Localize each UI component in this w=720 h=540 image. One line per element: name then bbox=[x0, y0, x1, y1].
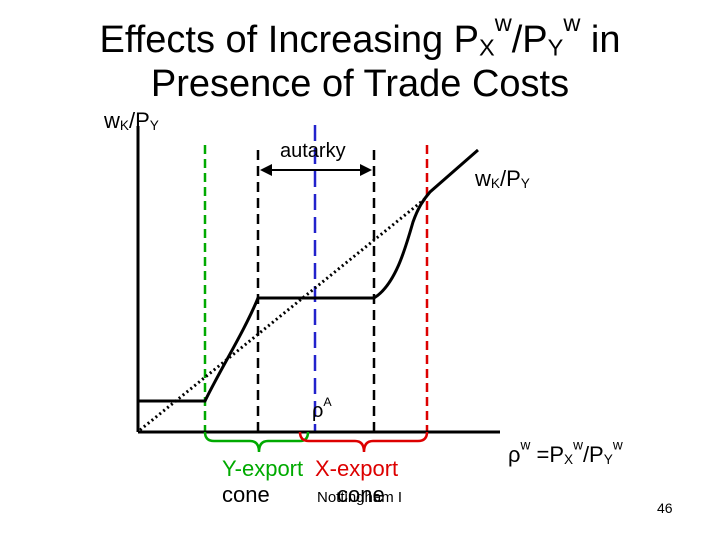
x-axis-label: ρw =PXw/PYw bbox=[508, 437, 623, 468]
y-cone-word: cone bbox=[222, 482, 270, 507]
y-export-label: Y-export bbox=[222, 456, 304, 481]
y-export-cone-label: Y-export cone bbox=[222, 456, 303, 508]
x-export-cone-label: X-export cone bbox=[315, 456, 398, 508]
page-number: 46 bbox=[657, 500, 673, 516]
x-export-label: X-export bbox=[315, 456, 399, 481]
y-export-cone-brace bbox=[203, 431, 310, 453]
y-axis-label: wK/PY bbox=[104, 108, 159, 134]
autarky-label: autarky bbox=[280, 140, 346, 162]
autarky-arrow-left-head bbox=[260, 164, 272, 176]
slide-title: Effects of Increasing PXw/PYw in Presenc… bbox=[0, 9, 720, 106]
autarky-arrow-right-head bbox=[360, 164, 372, 176]
title-line-2: Presence of Trade Costs bbox=[150, 63, 570, 105]
factor-price-curve bbox=[138, 148, 479, 403]
title-line-1: Effects of Increasing PXw/PYw in bbox=[99, 9, 621, 61]
x-export-cone-brace bbox=[298, 431, 429, 453]
free-trade-dotted-line bbox=[139, 196, 427, 432]
rho-a-label: ρA bbox=[312, 394, 332, 422]
footer-label: Nottingham I bbox=[317, 489, 403, 506]
x-cone-word: cone bbox=[337, 482, 385, 507]
curve-label: wK/PY bbox=[475, 166, 530, 192]
